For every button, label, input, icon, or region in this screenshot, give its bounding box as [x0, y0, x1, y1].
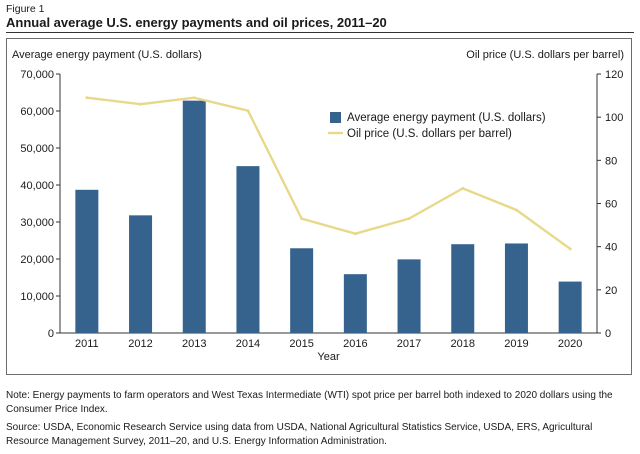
x-tick-label: 2016 [343, 338, 367, 350]
oil-price-point [568, 247, 572, 251]
y-tick-label: 30,000 [20, 217, 54, 229]
oil-price-point [461, 186, 465, 190]
bar [290, 248, 314, 333]
bar [236, 166, 260, 333]
x-tick-label: 2019 [504, 338, 528, 350]
oil-price-point [139, 102, 143, 106]
y2-tick-label: 100 [605, 112, 623, 124]
oil-price-point [246, 109, 250, 113]
bar [397, 259, 421, 333]
legend-label-payment: Average energy payment (U.S. dollars) [347, 112, 546, 124]
y-tick-label: 0 [48, 328, 54, 340]
y2-tick-label: 20 [605, 285, 617, 297]
bar [343, 274, 367, 333]
bar [504, 243, 528, 333]
bar [129, 215, 153, 333]
y2-axis-title: Oil price (U.S. dollars per barrel) [466, 49, 624, 61]
figure-label: Figure 1 [6, 3, 45, 15]
x-tick-label: 2017 [397, 338, 421, 350]
x-tick-label: 2011 [75, 338, 99, 350]
figure-note: Note: Energy payments to farm operators … [6, 390, 613, 415]
x-tick-label: 2018 [451, 338, 475, 350]
chart-frame [6, 38, 632, 375]
y-tick-label: 50,000 [20, 143, 54, 155]
oil-price-point [514, 208, 518, 212]
legend-swatch-payment [330, 112, 341, 123]
x-tick-label: 2014 [236, 338, 260, 350]
y2-tick-label: 0 [605, 328, 611, 340]
bar [75, 189, 99, 333]
y2-tick-label: 120 [605, 69, 623, 81]
oil-price-point [407, 217, 411, 221]
y2-tick-label: 40 [605, 242, 617, 254]
chart: Average energy payment (U.S. dollars) Oil… [12, 49, 624, 363]
x-tick-label: 2012 [128, 338, 152, 350]
x-axis-title: Year [317, 351, 340, 363]
x-tick-label: 2015 [289, 338, 313, 350]
y-tick-label: 60,000 [20, 106, 54, 118]
bar [182, 100, 206, 333]
x-tick-label: 2013 [182, 338, 206, 350]
bar [558, 281, 582, 333]
y2-tick-label: 80 [605, 155, 617, 167]
oil-price-point [353, 232, 357, 236]
figure-title: Annual average U.S. energy payments and … [6, 15, 387, 30]
y2-tick-label: 60 [605, 199, 617, 211]
y-axis-title: Average energy payment (U.S. dollars) [12, 49, 202, 61]
y-tick-label: 40,000 [20, 180, 54, 192]
x-tick-label: 2020 [558, 338, 582, 350]
oil-price-line [86, 96, 571, 250]
bar [451, 244, 475, 333]
figure-source: Source: USDA, Economic Research Service … [6, 422, 593, 447]
title-divider [6, 32, 634, 33]
y-tick-label: 20,000 [20, 254, 54, 266]
oil-price-point [300, 217, 304, 221]
oil-price-point [192, 96, 196, 100]
legend-label-oil: Oil price (U.S. dollars per barrel) [347, 128, 512, 140]
y-tick-label: 10,000 [20, 291, 54, 303]
oil-price-point [85, 96, 89, 100]
y-tick-label: 70,000 [20, 69, 54, 81]
